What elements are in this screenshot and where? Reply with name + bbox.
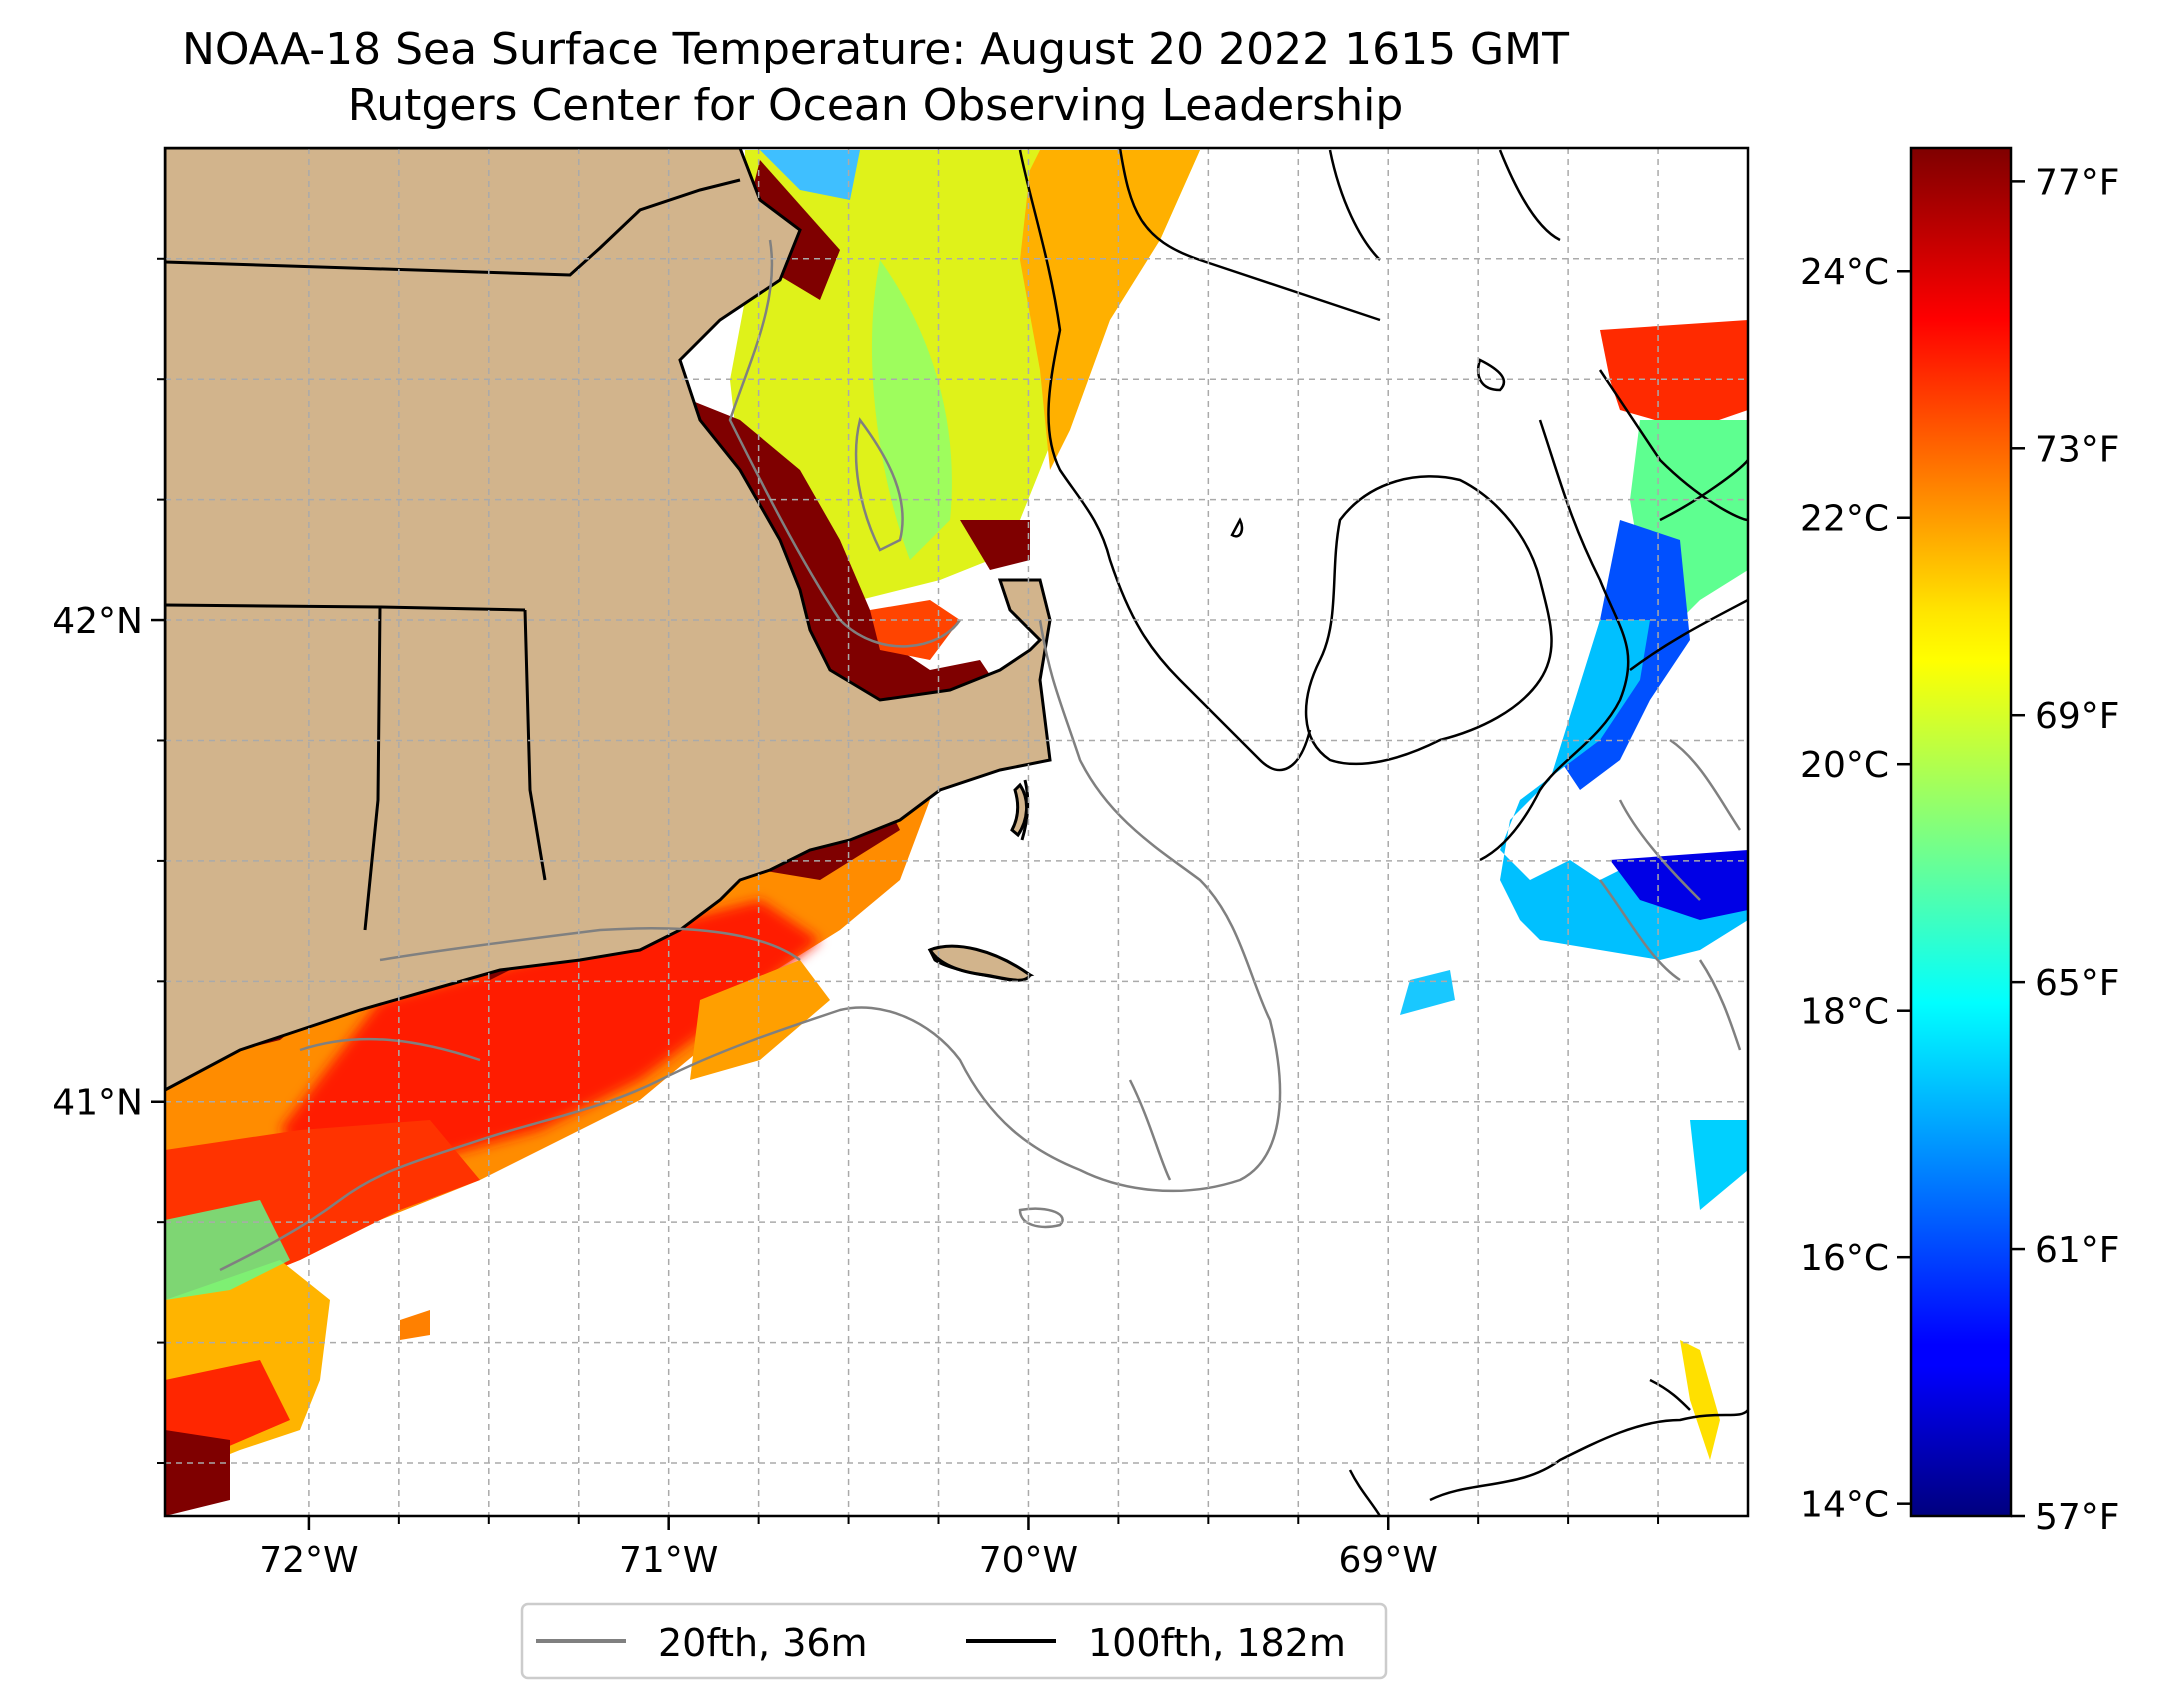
islands [927,782,1032,982]
tick-label-lon: 72°W [259,1540,358,1581]
tick-label-lon: 69°W [1339,1540,1438,1581]
colorbar-ticks: 14°C 16°C 18°C 20°C 22°C 24°C 57°F 61°F 65°F 69°F… [1800,162,2119,1538]
colorbar: 14°C 16°C 18°C 20°C 22°C 24°C 57°F 61°F 65°F 69°F… [1800,146,2120,1538]
colorbar-label-fahrenheit: 77°F [2035,162,2120,203]
legend-label-20fth: 20fth, 36m [658,1621,868,1665]
isobath-20fth [219,239,1742,1272]
colorbar-label-celsius: 14°C [1800,1485,1889,1526]
sst-data-layer [165,150,1748,1516]
axis-ticks: 72°W 71°W 70°W 69°W 42°N 41°N [52,257,1660,1581]
legend-label-100fth: 100fth, 182m [1088,1621,1346,1665]
colorbar-label-celsius: 18°C [1800,992,1889,1033]
gridlines [165,148,1748,1516]
colorbar-label-fahrenheit: 61°F [2035,1230,2120,1271]
colorbar-label-fahrenheit: 57°F [2035,1497,2120,1538]
tick-label-lat: 42°N [52,601,143,642]
colorbar-gradient [1909,146,2013,1518]
colorbar-label-fahrenheit: 73°F [2035,429,2120,470]
colorbar-label-celsius: 24°C [1800,252,1889,293]
legend-box [520,1602,1388,1680]
colorbar-label-celsius: 22°C [1800,499,1889,540]
colorbar-label-fahrenheit: 65°F [2035,963,2120,1004]
state-boundaries [165,178,741,931]
map-area: 72°W 71°W 70°W 69°W 42°N 41°N [52,146,1750,1581]
colorbar-label-celsius: 16°C [1800,1238,1889,1279]
colorbar-label-fahrenheit: 69°F [2035,696,2120,737]
tick-label-lat: 41°N [52,1083,143,1124]
tick-label-lon: 71°W [619,1540,718,1581]
map-title: NOAA-18 Sea Surface Temperature: August … [182,24,1569,75]
map-frame [163,146,1750,1518]
isobath-100fth [1018,148,1748,1516]
colorbar-label-celsius: 20°C [1800,745,1889,786]
map-subtitle: Rutgers Center for Ocean Observing Leade… [347,80,1404,131]
tick-label-lon: 70°W [979,1540,1078,1581]
legend: 20fth, 36m 100fth, 182m [520,1602,1388,1680]
